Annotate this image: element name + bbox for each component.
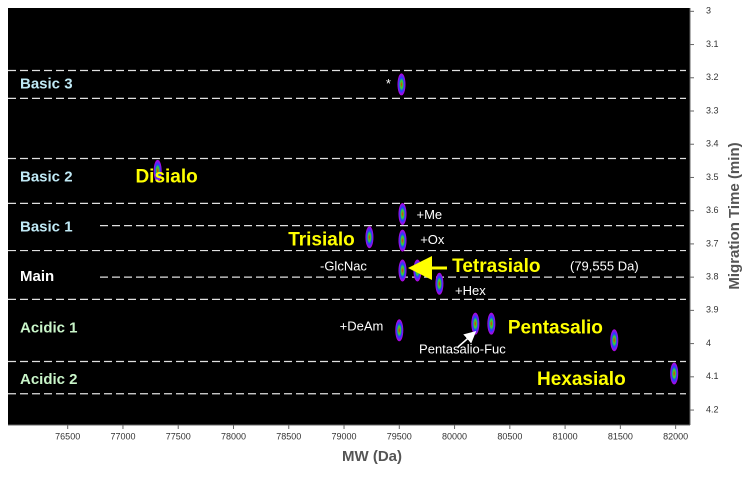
spot — [435, 272, 444, 295]
spot — [365, 226, 374, 249]
x-tick-label: 82000 — [663, 431, 688, 441]
region-label: Main — [20, 268, 54, 285]
spot — [398, 203, 407, 226]
x-tick-label: 80500 — [497, 431, 522, 441]
spot — [397, 73, 406, 96]
y-tick-label: 3.7 — [706, 238, 719, 248]
spot — [471, 312, 480, 335]
spot — [398, 229, 407, 252]
region-label: Basic 3 — [20, 75, 73, 92]
annotation: Disialo — [135, 166, 197, 187]
x-tick-label: 77000 — [110, 431, 135, 441]
annotation: -GlcNac — [320, 259, 367, 274]
x-axis-title: MW (Da) — [342, 448, 402, 465]
y-tick-label: 3.5 — [706, 172, 719, 182]
y-tick-label: 3.4 — [706, 139, 719, 149]
annotation: Tetrasialo — [452, 256, 540, 277]
annotation: +Ox — [420, 232, 445, 247]
x-tick-label: 81000 — [553, 431, 578, 441]
annotation: +Hex — [455, 283, 486, 298]
plot-area — [8, 8, 690, 425]
region-label: Basic 1 — [20, 218, 73, 235]
annotation: +DeAm — [340, 318, 384, 333]
y-tick-label: 3.9 — [706, 305, 719, 315]
y-tick-label: 4 — [706, 338, 711, 348]
y-tick-label: 4.2 — [706, 404, 719, 414]
y-tick-label: 3.3 — [706, 105, 719, 115]
y-tick-label: 3.1 — [706, 39, 719, 49]
x-tick-label: 79500 — [387, 431, 412, 441]
spot — [413, 259, 422, 282]
region-label: Basic 2 — [20, 168, 73, 185]
region-label: Acidic 1 — [20, 320, 78, 337]
x-tick-label: 79000 — [332, 431, 357, 441]
x-tick-label: 76500 — [55, 431, 80, 441]
arrow — [457, 331, 477, 348]
annotation: Pentasalio-Fuc — [419, 342, 506, 357]
spot — [610, 329, 619, 352]
y-tick-label: 4.1 — [706, 371, 719, 381]
annotation: +Me — [417, 207, 443, 222]
spot — [398, 259, 407, 282]
spot — [153, 159, 162, 182]
spot — [670, 362, 679, 385]
annotation: Pentasalio — [508, 318, 603, 339]
annotation: Hexasialo — [537, 369, 626, 390]
x-tick-label: 78000 — [221, 431, 246, 441]
y-tick-label: 3.8 — [706, 272, 719, 282]
annotation: Trisialo — [288, 230, 355, 251]
x-tick-label: 80000 — [442, 431, 467, 441]
x-tick-label: 77500 — [166, 431, 191, 441]
annotation: (79,555 Da) — [570, 259, 639, 274]
x-tick-label: 78500 — [276, 431, 301, 441]
spot — [487, 312, 496, 335]
annotation: * — [386, 76, 391, 91]
y-tick-label: 3.2 — [706, 72, 719, 82]
y-tick-label: 3 — [706, 6, 711, 16]
region-label: Acidic 2 — [20, 371, 78, 388]
spot — [395, 319, 404, 342]
x-tick-label: 81500 — [608, 431, 633, 441]
y-tick-label: 3.6 — [706, 205, 719, 215]
y-axis-title: Migration Time (min) — [726, 142, 743, 289]
